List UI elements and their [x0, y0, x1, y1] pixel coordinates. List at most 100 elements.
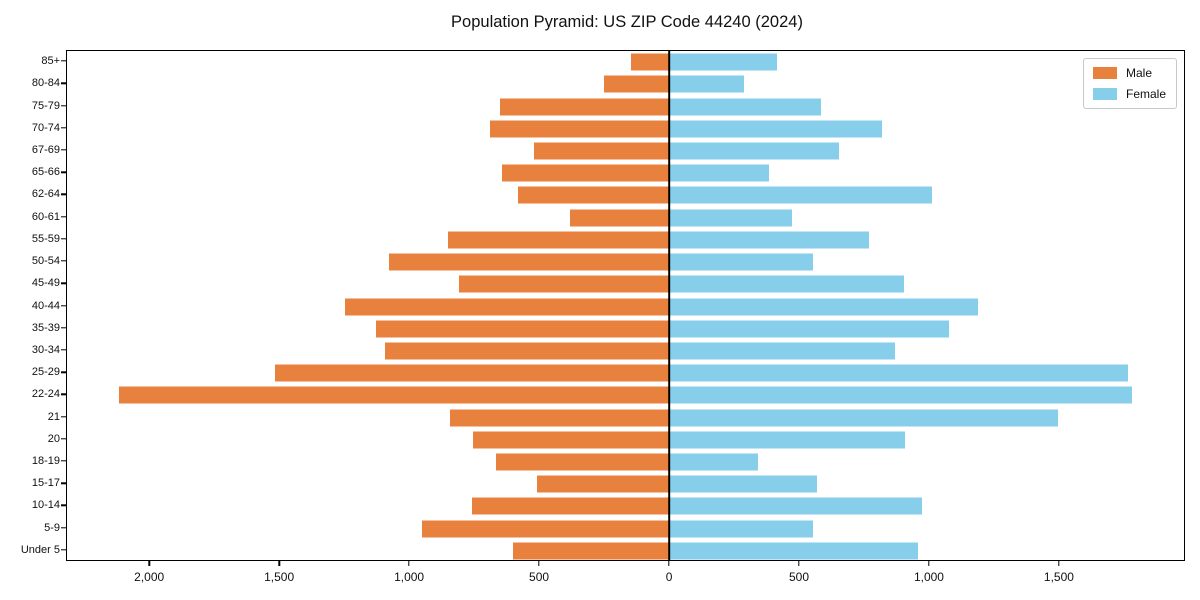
- female-bar: [668, 275, 904, 293]
- female-bar: [668, 164, 769, 182]
- legend-female-label: Female: [1125, 87, 1166, 101]
- x-axis-tick: [668, 561, 670, 566]
- female-bar: [668, 386, 1133, 404]
- female-bar: [668, 453, 759, 471]
- female-bar: [668, 431, 906, 449]
- female-bar: [668, 542, 919, 560]
- female-bar: [668, 98, 821, 116]
- y-axis-label: 75-79: [31, 99, 60, 112]
- x-axis-tick: [538, 561, 540, 566]
- male-bar: [458, 275, 669, 293]
- male-bar: [422, 520, 669, 538]
- male-bar: [518, 186, 669, 204]
- y-axis-label-column: 85+ 80-84 75-79 70-74 67-69 65-66 62-64 60-61 55…: [0, 50, 60, 561]
- x-axis-tick: [928, 561, 930, 566]
- y-axis-label: 60-61: [31, 210, 60, 223]
- legend-item-female: Female: [1092, 87, 1166, 101]
- male-bar: [449, 409, 669, 427]
- female-bar: [668, 253, 813, 271]
- y-axis-tick: [61, 415, 66, 418]
- y-axis-label: 20: [47, 432, 60, 445]
- male-bar: [489, 120, 669, 138]
- female-color-swatch: [1092, 88, 1117, 100]
- male-color-swatch: [1092, 67, 1117, 79]
- y-axis-label: 67-69: [31, 143, 60, 156]
- male-bar: [384, 342, 669, 360]
- y-axis-tick: [61, 127, 66, 129]
- y-axis-tick: [61, 260, 66, 262]
- legend-box: Male Female: [1082, 58, 1177, 109]
- male-bar: [471, 497, 669, 515]
- x-axis-tick-label: 0: [665, 570, 673, 584]
- x-axis-tick-label: 500: [529, 570, 550, 584]
- male-bar: [534, 142, 669, 160]
- x-axis-tick: [148, 561, 150, 566]
- x-axis-tick-label: 1,500: [264, 570, 295, 584]
- y-axis-label: 40-44: [31, 299, 60, 312]
- male-bar: [536, 475, 669, 493]
- male-bar: [604, 75, 669, 93]
- zero-axis-line: [668, 51, 670, 560]
- male-bar: [344, 298, 669, 315]
- x-axis-tick: [408, 561, 410, 566]
- male-bar: [631, 53, 669, 71]
- female-bar: [668, 497, 922, 515]
- x-axis-tick: [1058, 561, 1060, 566]
- y-axis-label: 80-84: [31, 77, 60, 90]
- y-axis-tick: [61, 349, 66, 351]
- y-axis-label: 15-17: [31, 477, 60, 490]
- x-axis-tick-label: 1,500: [1043, 570, 1074, 584]
- x-axis-tick-label: 500: [788, 570, 810, 584]
- y-axis-label: 70-74: [31, 121, 60, 134]
- male-bar: [388, 253, 669, 271]
- female-bar: [668, 364, 1129, 382]
- chart-title: Population Pyramid: US ZIP Code 44240 (2…: [451, 13, 803, 31]
- y-axis-tick: [61, 393, 66, 396]
- y-axis-ticks: [0, 50, 66, 561]
- y-axis-label: 30-34: [31, 343, 60, 356]
- y-axis-tick: [61, 482, 66, 484]
- male-bar: [473, 431, 669, 449]
- male-bar: [500, 98, 669, 116]
- y-axis-label: 50-54: [31, 255, 60, 268]
- x-axis-tick-label: 1,000: [394, 570, 425, 584]
- bars-layer: [67, 51, 1184, 560]
- legend-male-label: Male: [1125, 66, 1152, 80]
- female-bar: [668, 231, 869, 249]
- y-axis-label: 5-9: [44, 521, 60, 534]
- y-axis-tick: [61, 193, 66, 196]
- female-bar: [668, 320, 950, 338]
- y-axis-tick: [61, 82, 66, 85]
- x-axis-tick: [798, 561, 800, 566]
- plot-area: Male Female: [66, 50, 1185, 561]
- y-axis-label: 10-14: [31, 499, 60, 512]
- female-bar: [668, 475, 817, 493]
- male-bar: [118, 386, 669, 404]
- y-axis-tick: [61, 104, 66, 107]
- male-bar: [375, 320, 669, 338]
- y-axis-tick: [61, 438, 66, 440]
- y-axis-label: 62-64: [31, 188, 60, 201]
- male-bar: [448, 231, 669, 249]
- y-axis-label: 55-59: [31, 232, 60, 245]
- female-bar: [668, 409, 1059, 427]
- y-axis-tick: [61, 504, 66, 507]
- legend-item-male: Male: [1092, 66, 1166, 80]
- y-axis-tick: [61, 215, 66, 218]
- y-axis-label: 85+: [41, 55, 60, 68]
- y-axis-tick: [61, 371, 66, 373]
- y-axis-label: Under 5: [20, 543, 60, 556]
- x-axis: 2,000 1,500 1,000 500 0 500 1,000 1,500: [66, 561, 1185, 591]
- y-axis-tick: [61, 327, 66, 329]
- female-bar: [668, 120, 882, 138]
- female-bar: [668, 298, 978, 315]
- male-bar: [513, 542, 669, 560]
- y-axis-label: 18-19: [31, 455, 60, 468]
- y-axis-label: 22-24: [31, 388, 60, 401]
- male-bar: [570, 209, 669, 227]
- male-bar: [496, 453, 669, 471]
- y-axis-label: 25-29: [31, 366, 60, 379]
- x-axis-tick-label: 1,000: [913, 570, 944, 584]
- y-axis-tick: [61, 304, 66, 307]
